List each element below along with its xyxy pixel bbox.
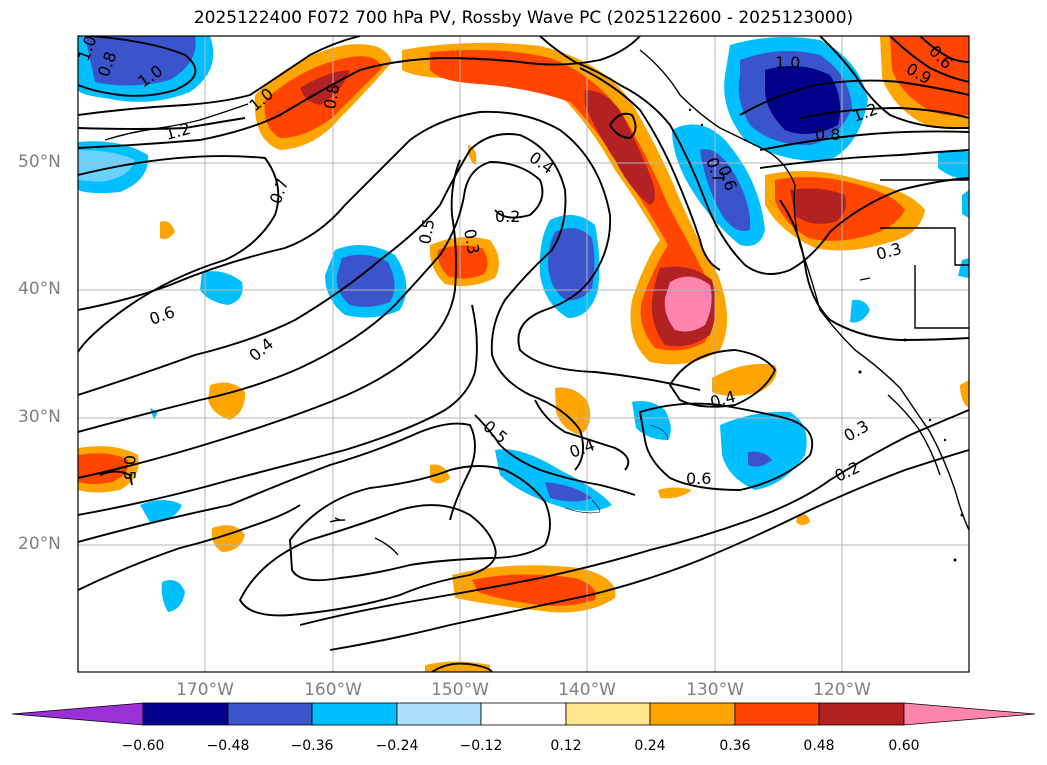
- negative-anomaly-bc-coast: [672, 124, 765, 246]
- lon-label-150w: 150°W: [431, 680, 489, 700]
- colorbar-bin: [734, 702, 820, 726]
- negative-anomaly-127w-27n: [720, 411, 807, 490]
- positive-anomaly-n-america-coast: [765, 171, 925, 251]
- colorbar-bin: [142, 702, 229, 726]
- colorbar-bin: [818, 702, 905, 726]
- colorbar-extend-low: [11, 702, 144, 726]
- contour-label: 0.2: [495, 207, 520, 226]
- lat-label-40n: 40°N: [18, 279, 61, 299]
- lat-label-30n: 30°N: [18, 407, 61, 427]
- lon-label-140w: 140°W: [558, 680, 616, 700]
- positive-anomaly-west-28n: [78, 446, 139, 493]
- positive-anomaly-south-15n: [452, 565, 616, 613]
- colorbar-tick: 0.24: [634, 738, 666, 754]
- contour-label: 0.6: [686, 469, 711, 488]
- colorbar-tick: −0.12: [459, 738, 503, 754]
- lon-label-120w: 120°W: [813, 680, 871, 700]
- positive-anomaly-150w-42n: [429, 236, 499, 286]
- contour-label: 0.8: [320, 82, 343, 110]
- graticule: [78, 36, 969, 672]
- map-frame: [77, 35, 970, 673]
- contour-label: 0.5: [415, 217, 438, 245]
- contour-label: 0.8: [815, 125, 840, 144]
- colorbar-tick: −0.48: [206, 738, 250, 754]
- negative-anomaly-small-patches: [140, 150, 969, 612]
- lat-label-50n: 50°N: [18, 152, 61, 172]
- contour-label: 1.0: [775, 53, 800, 72]
- negative-anomaly-157w-40n: [325, 245, 407, 318]
- colorbar-tick: −0.60: [121, 738, 165, 754]
- colorbar-tick: −0.24: [375, 738, 419, 754]
- negative-anomaly-gulf-alaska: [724, 36, 868, 161]
- lon-label-170w: 170°W: [176, 680, 234, 700]
- pv-contours: [78, 36, 969, 672]
- colorbar-tick: −0.36: [290, 738, 334, 754]
- colorbar-bin: [565, 702, 651, 726]
- contour-label: 0.3: [460, 227, 483, 255]
- lon-label-130w: 130°W: [686, 680, 744, 700]
- figure-title: 2025122400 F072 700 hPa PV, Rossby Wave …: [193, 8, 854, 28]
- negative-anomaly-sw-band: [495, 449, 612, 511]
- lat-label-20n: 20°N: [18, 534, 61, 554]
- colorbar-bin: [480, 702, 567, 726]
- positive-anomaly-ridge-band: [402, 42, 728, 365]
- colorbar-tick: 0.60: [888, 738, 920, 754]
- colorbar-tick: 0.12: [550, 738, 582, 754]
- colorbar-bin: [227, 702, 313, 726]
- colorbar-extend-high: [903, 702, 1036, 726]
- shaded-anomalies: [78, 36, 969, 672]
- colorbar-bin: [396, 702, 482, 726]
- positive-anomaly-ne-corner: [880, 36, 969, 130]
- colorbar-tick: 0.36: [719, 738, 751, 754]
- lon-label-160w: 160°W: [304, 680, 362, 700]
- contour-label: 0.5: [120, 455, 139, 480]
- colorbar: [11, 702, 1036, 726]
- negative-anomaly-140w-42n: [539, 215, 600, 318]
- colorbar-bin: [311, 702, 398, 726]
- colorbar-tick: 0.48: [803, 738, 835, 754]
- colorbar-bin: [649, 702, 736, 726]
- thin-contours: [564, 424, 669, 514]
